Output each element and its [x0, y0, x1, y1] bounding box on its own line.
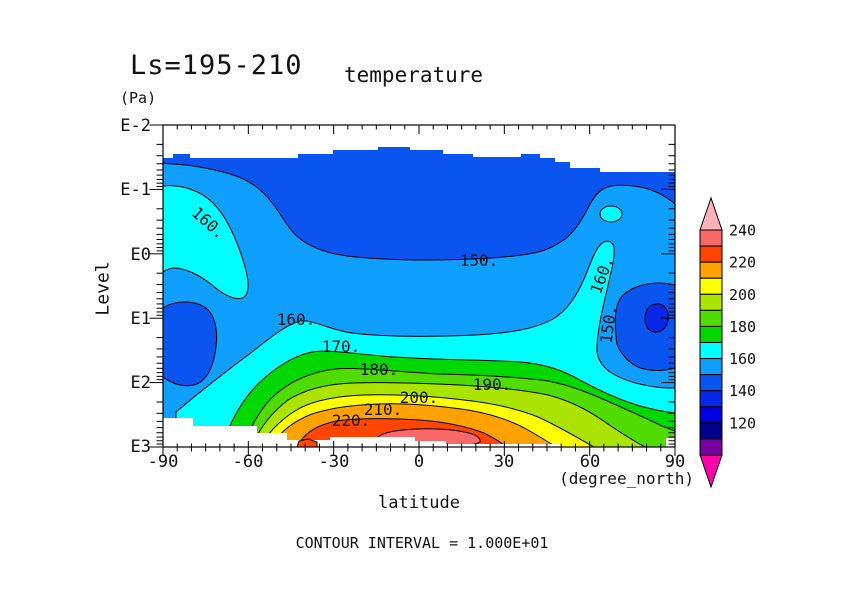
nodata-bottom-center [330, 437, 560, 447]
contour-label: 150. [460, 251, 499, 270]
contour-label: 220. [332, 411, 371, 430]
colorbar-cell [699, 229, 723, 247]
colorbar-cell [699, 309, 723, 327]
colorbar-cell [699, 374, 723, 392]
plot-title: temperature [344, 63, 484, 87]
x-tick-label-m30: -30 [318, 452, 350, 472]
contour-interval-note: CONTOUR INTERVAL = 1.000E+01 [295, 534, 549, 552]
x-axis-label: latitude [378, 493, 460, 513]
colorbar-label: 240 [729, 222, 756, 240]
colorbar-label: 200 [729, 286, 756, 304]
colorbar-label: 140 [729, 382, 756, 400]
colorbar-cell [699, 261, 723, 279]
region-140-150-left-patch [163, 301, 218, 387]
x-tick-label-m90: -90 [147, 452, 179, 472]
colorbar-cell [699, 422, 723, 440]
nodata-bottom-left [163, 418, 330, 447]
colorbar-cell [699, 277, 723, 295]
region-160-170-upper-left [163, 185, 249, 300]
plot-subtitle-ls: Ls=195-210 [130, 50, 303, 81]
colorbar: 240 220 200 180 160 140 120 [699, 196, 756, 489]
colorbar-label: 220 [729, 254, 756, 272]
y-axis-unit: (Pa) [120, 89, 157, 107]
region-220-230-small [296, 438, 318, 447]
y-tick-label-e0: E0 [130, 245, 151, 265]
x-tick-label-90: 90 [664, 452, 686, 472]
colorbar-cell [699, 358, 723, 376]
x-tick-label-0: 0 [413, 452, 425, 472]
colorbar-cell [699, 342, 723, 360]
contour-label: 160. [277, 310, 316, 329]
nodata-top-strip [163, 125, 675, 172]
y-tick-label-e3: E3 [130, 437, 151, 457]
colorbar-label: 180 [729, 318, 756, 336]
contour-label: 200. [400, 388, 439, 407]
x-tick-label-m60: -60 [232, 452, 264, 472]
colorbar-cell [699, 390, 723, 408]
colorbar-over-triangle [699, 196, 723, 231]
y-tick-label-e-2: E-2 [120, 116, 151, 136]
plot-frame [162, 124, 676, 448]
region-160-170-small-blob [599, 205, 623, 223]
region-130-140-blob [644, 303, 669, 333]
colorbar-cell [699, 293, 723, 311]
contour-label: 190. [473, 375, 512, 394]
y-tick-label-e2: E2 [130, 373, 151, 393]
y-axis-label: Level [92, 261, 114, 316]
colorbar-under-triangle [699, 454, 723, 489]
x-tick-label-30: 30 [493, 452, 515, 472]
colorbar-cell [699, 325, 723, 343]
contour-label: 210. [364, 400, 403, 419]
colorbar-cell [699, 245, 723, 263]
x-axis-unit: (degree_north) [559, 469, 694, 488]
colorbar-label: 120 [729, 414, 756, 432]
colorbar-cell [699, 406, 723, 424]
contour-fill-regions [163, 125, 675, 447]
contour-label: 180. [360, 360, 399, 379]
x-tick-label-60: 60 [579, 452, 601, 472]
nodata-bottom-right [666, 438, 675, 447]
region-140-150-top [163, 125, 675, 261]
colorbar-label: 160 [729, 350, 756, 368]
y-tick-label-e1: E1 [130, 309, 151, 329]
contour-label: 170. [322, 337, 361, 356]
y-tick-label-e-1: E-1 [120, 180, 151, 200]
